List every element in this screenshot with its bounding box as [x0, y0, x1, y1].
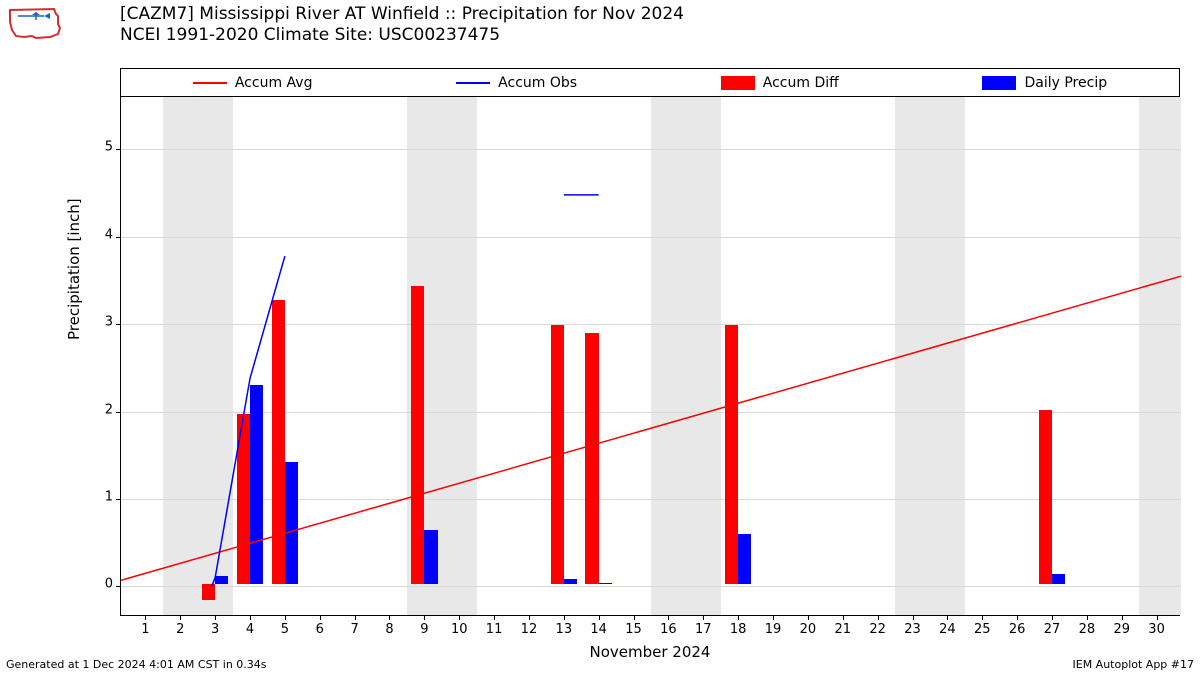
- footer-app: IEM Autoplot App #17: [1073, 658, 1195, 671]
- chart-area: Accum Avg Accum Obs Accum Diff Daily Pre…: [120, 68, 1180, 616]
- legend: Accum Avg Accum Obs Accum Diff Daily Pre…: [121, 69, 1179, 97]
- legend-accum-avg: Accum Avg: [193, 75, 313, 91]
- chart-title: [CAZM7] Mississippi River AT Winfield ::…: [120, 4, 684, 47]
- line-overlay: [121, 97, 1179, 615]
- legend-accum-diff: Accum Diff: [721, 75, 839, 91]
- legend-daily-precip: Daily Precip: [982, 75, 1107, 91]
- iem-logo: [6, 4, 64, 42]
- legend-label: Accum Diff: [763, 75, 839, 91]
- legend-label: Accum Avg: [235, 75, 313, 91]
- footer-generated: Generated at 1 Dec 2024 4:01 AM CST in 0…: [6, 658, 267, 671]
- y-axis-label: Precipitation [inch]: [65, 198, 83, 340]
- x-axis-label: November 2024: [121, 643, 1179, 661]
- legend-line-icon: [456, 82, 490, 84]
- legend-label: Daily Precip: [1024, 75, 1107, 91]
- legend-label: Accum Obs: [498, 75, 577, 91]
- legend-accum-obs: Accum Obs: [456, 75, 577, 91]
- legend-patch-icon: [982, 76, 1016, 90]
- title-line-1: [CAZM7] Mississippi River AT Winfield ::…: [120, 4, 684, 25]
- plot-region: 0123451234567891011121314151617181920212…: [121, 97, 1179, 615]
- legend-line-icon: [193, 82, 227, 84]
- legend-patch-icon: [721, 76, 755, 90]
- title-line-2: NCEI 1991-2020 Climate Site: USC00237475: [120, 25, 684, 46]
